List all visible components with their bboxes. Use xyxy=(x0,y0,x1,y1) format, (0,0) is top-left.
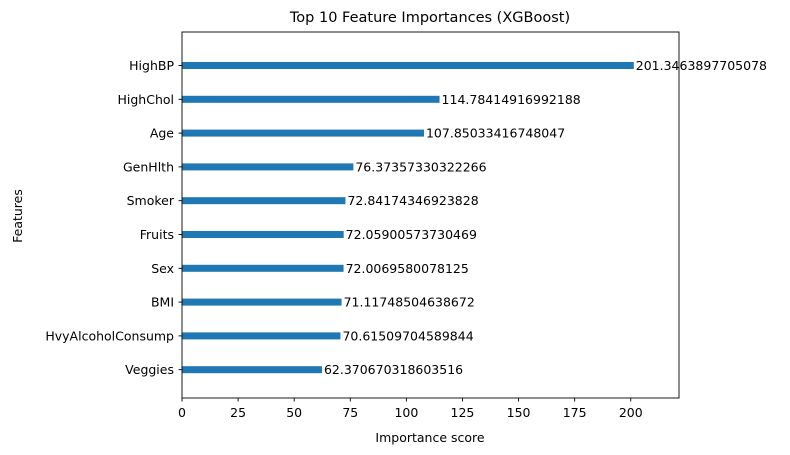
bar xyxy=(182,231,344,238)
x-tick-label: 100 xyxy=(394,405,418,420)
x-tick-label: 125 xyxy=(451,405,475,420)
chart-title: Top 10 Feature Importances (XGBoost) xyxy=(289,10,570,26)
x-tick-label: 25 xyxy=(230,405,246,420)
bar-value-label: 72.84174346923828 xyxy=(347,193,478,208)
bar-value-label: 72.05900573730469 xyxy=(346,227,477,242)
bar-value-label: 76.37357330322266 xyxy=(355,159,486,174)
bar xyxy=(182,197,346,205)
x-tick-label: 75 xyxy=(342,405,358,420)
bar xyxy=(182,332,341,340)
bar-value-label: 114.78414916992188 xyxy=(442,92,581,107)
x-tick-label: 0 xyxy=(178,405,186,420)
y-axis-label: Features xyxy=(10,189,25,243)
x-tick-label: 200 xyxy=(619,405,643,420)
x-axis-label: Importance score xyxy=(375,430,485,445)
bar xyxy=(182,62,634,69)
x-tick-label: 150 xyxy=(507,405,531,420)
plot-area: 201.3463897705078 HighBP 114.7841491699218… xyxy=(45,58,767,420)
bar-value-label: 107.85033416748047 xyxy=(426,126,565,141)
y-tick-label: Fruits xyxy=(140,227,174,242)
bar-value-label: 70.61509704589844 xyxy=(342,328,473,343)
bar-value-label: 72.0069580078125 xyxy=(346,261,469,276)
bar xyxy=(182,264,344,272)
bar xyxy=(182,129,424,137)
plot-frame xyxy=(181,31,680,399)
y-tick-label: GenHlth xyxy=(123,159,174,174)
y-tick-label: Age xyxy=(150,126,174,141)
y-tick-label: Veggies xyxy=(125,362,174,377)
y-tick-label: HighBP xyxy=(129,58,174,73)
bar xyxy=(182,163,354,171)
bar-value-label: 71.11748504638672 xyxy=(344,295,475,310)
y-tick-label: HvyAlcoholConsump xyxy=(45,328,174,343)
y-tick-label: BMI xyxy=(151,295,174,310)
x-tick-label: 175 xyxy=(563,405,587,420)
bar xyxy=(182,95,440,103)
y-tick-label: HighChol xyxy=(117,92,174,107)
bar xyxy=(182,366,322,374)
y-tick-label: Sex xyxy=(151,261,174,276)
bar-value-label: 201.3463897705078 xyxy=(636,58,767,73)
y-tick-label: Smoker xyxy=(127,193,175,208)
bar-value-label: 62.370670318603516 xyxy=(324,362,463,377)
bar xyxy=(182,298,342,306)
x-tick-label: 50 xyxy=(286,405,302,420)
